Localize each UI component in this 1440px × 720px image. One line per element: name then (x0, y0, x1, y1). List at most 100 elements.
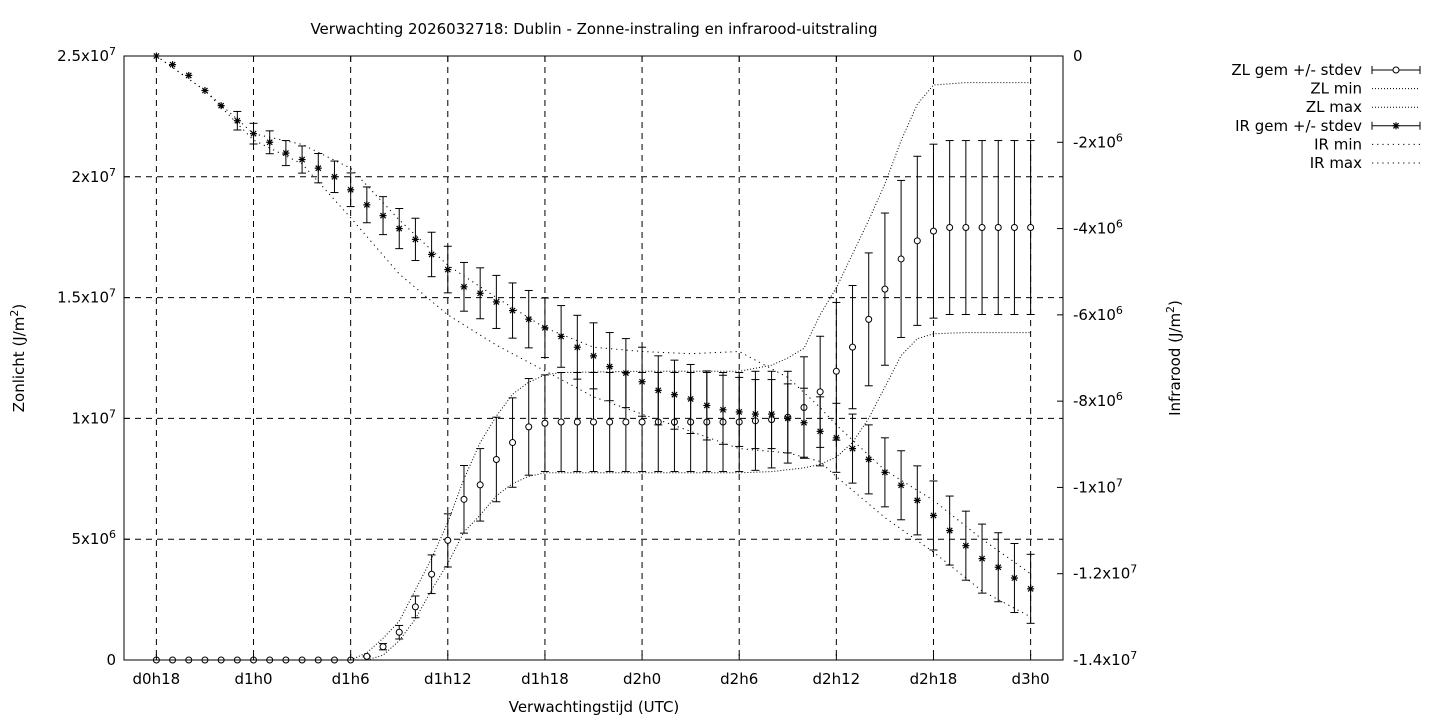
zl-point (638, 418, 646, 426)
zl-point (832, 367, 840, 375)
star-stroke (898, 482, 905, 489)
ir-point (266, 138, 274, 146)
ir-point (379, 212, 387, 220)
zl-point (525, 423, 533, 431)
x-tick-label: d1h18 (521, 670, 569, 688)
ir-point (978, 555, 986, 563)
ir-point (897, 481, 905, 489)
ir-point (994, 563, 1002, 571)
y-left-axis-label-close: ) (10, 304, 28, 310)
star-stroke (444, 266, 451, 273)
zl-point (1010, 224, 1018, 232)
zl-point (411, 603, 419, 611)
zl-point (395, 628, 403, 636)
ir-point (784, 414, 792, 422)
star-stroke (347, 186, 354, 193)
legend-label: ZL max (1306, 98, 1362, 116)
ir-point (606, 363, 614, 371)
ir-point (363, 201, 371, 209)
x-tick-label: d3h0 (1012, 670, 1050, 688)
star-stroke (380, 212, 387, 219)
x-tick-label: d2h18 (910, 670, 958, 688)
zl-point (606, 418, 614, 426)
ir-point (460, 283, 468, 291)
star-stroke (833, 434, 840, 441)
x-tick-labels: d0h18 d1h0 d1h6 d1h12 d1h18 d2h0 d2h6 d2h12 d2h1… (133, 670, 1050, 688)
ir-point (832, 434, 840, 442)
star-stroke (201, 87, 208, 94)
ir-point (411, 235, 419, 243)
star-stroke (687, 395, 694, 403)
ir-point (849, 445, 857, 453)
zl-point (363, 652, 371, 660)
chart-title: Verwachting 2026032718: Dublin - Zonne-i… (310, 20, 877, 38)
ir-point (395, 225, 403, 233)
x-tick-label: d2h6 (720, 670, 758, 688)
y-left-tick-label: 2x107 (71, 166, 116, 186)
star-stroke (865, 456, 872, 463)
star-stroke (169, 61, 176, 68)
ir-point (298, 156, 306, 164)
ir-point (735, 408, 743, 416)
star-stroke (752, 411, 759, 418)
zl-point (573, 418, 581, 426)
y-left-axis-label-main: Zonlicht (J/m (10, 317, 28, 413)
ir-point (768, 410, 776, 418)
ir-point (719, 406, 727, 414)
y-left-tick-labels: 0 5x106 1x107 1.5x107 2x107 2.5x107 (57, 45, 116, 669)
star-stroke (849, 445, 856, 452)
y-right-tick-label: -1.2x107 (1073, 563, 1137, 583)
y-left-tick-label: 5x106 (71, 528, 116, 548)
ir-point (509, 307, 517, 315)
zl-point (978, 224, 986, 232)
star-stroke (315, 165, 322, 172)
ir-point (314, 164, 322, 172)
star-stroke (671, 391, 678, 398)
ir-point (282, 149, 290, 157)
star-stroke (185, 72, 192, 79)
zl-point (849, 343, 857, 351)
star-stroke (266, 139, 273, 146)
zl-point (444, 536, 452, 544)
star-stroke (509, 307, 516, 314)
y-right-tick-label: 0 (1073, 47, 1083, 65)
zl-point (913, 237, 921, 245)
y-left-tick-label: 0 (106, 651, 116, 669)
star-stroke (331, 173, 338, 180)
ir-point (638, 378, 646, 386)
ir-point (751, 410, 759, 418)
ir-point (1027, 585, 1035, 593)
star-stroke (736, 408, 743, 415)
y-right-tick-label: -1x107 (1073, 476, 1123, 496)
star-stroke (800, 419, 807, 426)
ir-point (330, 173, 338, 181)
star-stroke (622, 370, 629, 377)
ir-point (250, 130, 258, 138)
y-right-axis-label-close: ) (1166, 300, 1184, 306)
ir-point (654, 386, 662, 394)
star-stroke (250, 130, 257, 137)
y-right-tick-label: -1.4x107 (1073, 649, 1137, 669)
ir-point (233, 117, 241, 125)
y-right-tick-label: -4x106 (1073, 218, 1123, 238)
zl-point (622, 418, 630, 426)
ir-point (881, 468, 889, 476)
x-tick-label: d2h0 (623, 670, 661, 688)
legend-label: ZL gem +/- stdev (1231, 61, 1362, 79)
zl-point (1027, 224, 1035, 232)
star-stroke (1027, 585, 1034, 592)
star-stroke (477, 290, 484, 297)
star-stroke (962, 542, 969, 549)
zl-point (509, 439, 517, 447)
legend-label: ZL min (1310, 80, 1362, 98)
star-stroke (299, 156, 306, 163)
y-left-tick-label: 2.5x107 (57, 45, 116, 65)
zl-point (865, 315, 873, 323)
y-left-tick-label: 1x107 (71, 407, 116, 427)
ir-point (217, 102, 225, 110)
ir-point (428, 250, 436, 258)
y-right-axis-label: Infrarood (J/m2) (1164, 300, 1184, 416)
zl-point (492, 455, 500, 463)
ir-point (347, 186, 355, 194)
